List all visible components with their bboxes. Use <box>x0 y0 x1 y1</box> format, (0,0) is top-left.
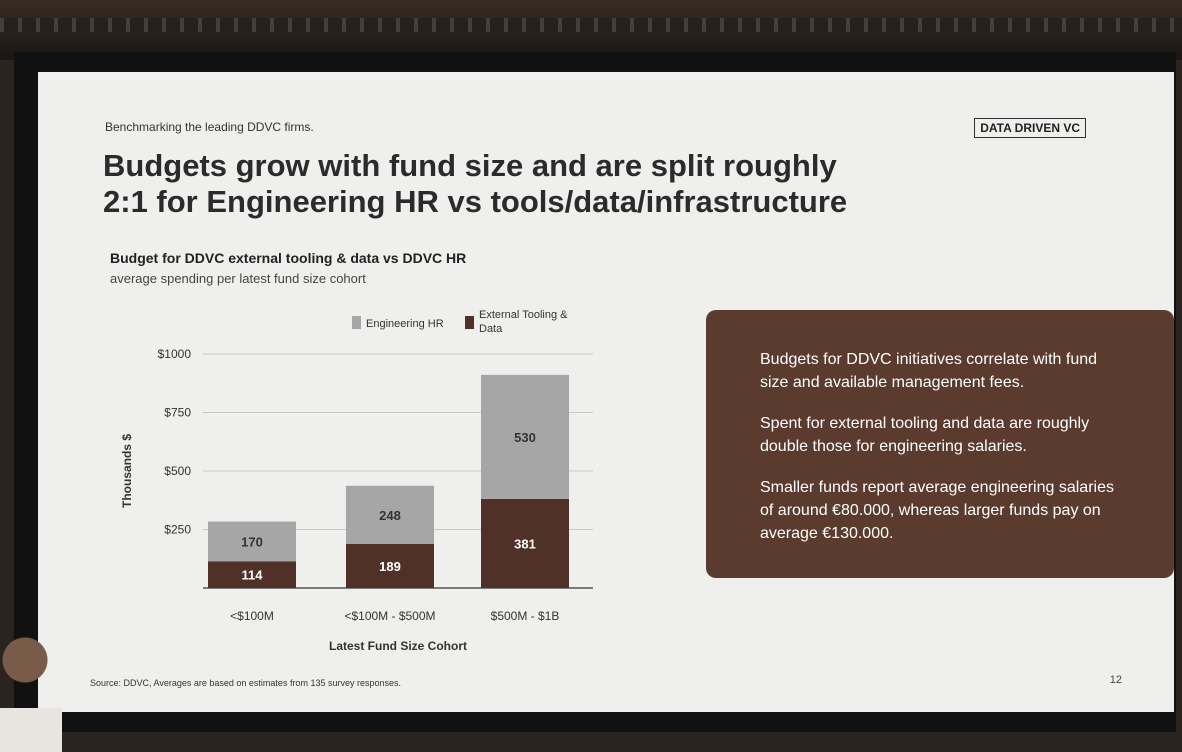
data-label-external-tooling: 189 <box>379 559 401 574</box>
insights-panel: Budgets for DDVC initiatives correlate w… <box>706 310 1174 578</box>
source-note: Source: DDVC, Averages are based on esti… <box>90 678 401 688</box>
y-axis-label: Thousands $ <box>120 434 134 508</box>
slide-title: Budgets grow with fund size and are spli… <box>103 148 923 220</box>
chart-title: Budget for DDVC external tooling & data … <box>110 250 467 266</box>
y-tick-label: $250 <box>164 523 191 537</box>
bar-engineering-hr <box>346 485 434 544</box>
presenter <box>0 620 62 752</box>
data-label-engineering-hr: 170 <box>241 534 263 549</box>
chart-subtitle: average spending per latest fund size co… <box>110 271 366 286</box>
data-label-engineering-hr: 248 <box>379 508 401 523</box>
brand-logo: DATA DRIVEN VC <box>974 118 1086 138</box>
x-tick-label: <$100M - $500M <box>344 609 435 623</box>
bar-external-tooling <box>208 561 296 588</box>
page-number: 12 <box>1109 674 1122 686</box>
bar-engineering-hr <box>481 374 569 499</box>
legend-swatch-external-tooling <box>465 316 474 329</box>
legend-label-engineering-hr: Engineering HR <box>366 318 444 330</box>
slide-title-line-1: Budgets grow with fund size and are spli… <box>103 148 837 183</box>
slide-title-line-2: 2:1 for Engineering HR vs tools/data/inf… <box>103 184 848 219</box>
stacked-bar-chart: $250 $500 $750 $1000 Thousands $ Engineering … <box>120 309 593 653</box>
y-tick-label: $1000 <box>158 347 192 361</box>
insight-3: Smaller funds report average engineering… <box>760 479 1114 542</box>
presentation-slide: Benchmarking the leading DDVC firms. DAT… <box>38 72 1174 712</box>
stage-truss <box>0 18 1182 32</box>
insight-2: Spent for external tooling and data are … <box>760 415 1090 455</box>
x-tick-label: $500M - $1B <box>491 609 560 623</box>
insight-1: Budgets for DDVC initiatives correlate w… <box>760 351 1098 391</box>
bar-engineering-hr <box>208 521 296 562</box>
data-label-external-tooling: 114 <box>242 568 264 583</box>
data-label-engineering-hr: 530 <box>514 430 536 445</box>
y-tick-label: $500 <box>164 464 191 478</box>
legend-swatch-engineering-hr <box>352 316 361 329</box>
data-label-external-tooling: 381 <box>514 536 536 551</box>
bar-external-tooling <box>346 543 434 588</box>
x-axis-label: Latest Fund Size Cohort <box>329 639 467 653</box>
slide-kicker: Benchmarking the leading DDVC firms. <box>105 120 314 134</box>
bar-external-tooling <box>481 498 569 588</box>
legend-label-external-tooling-line1: External Tooling & <box>479 309 568 321</box>
legend-label-external-tooling-line2: Data <box>479 323 503 335</box>
y-tick-label: $750 <box>164 406 191 420</box>
x-tick-label: <$100M <box>230 609 274 623</box>
